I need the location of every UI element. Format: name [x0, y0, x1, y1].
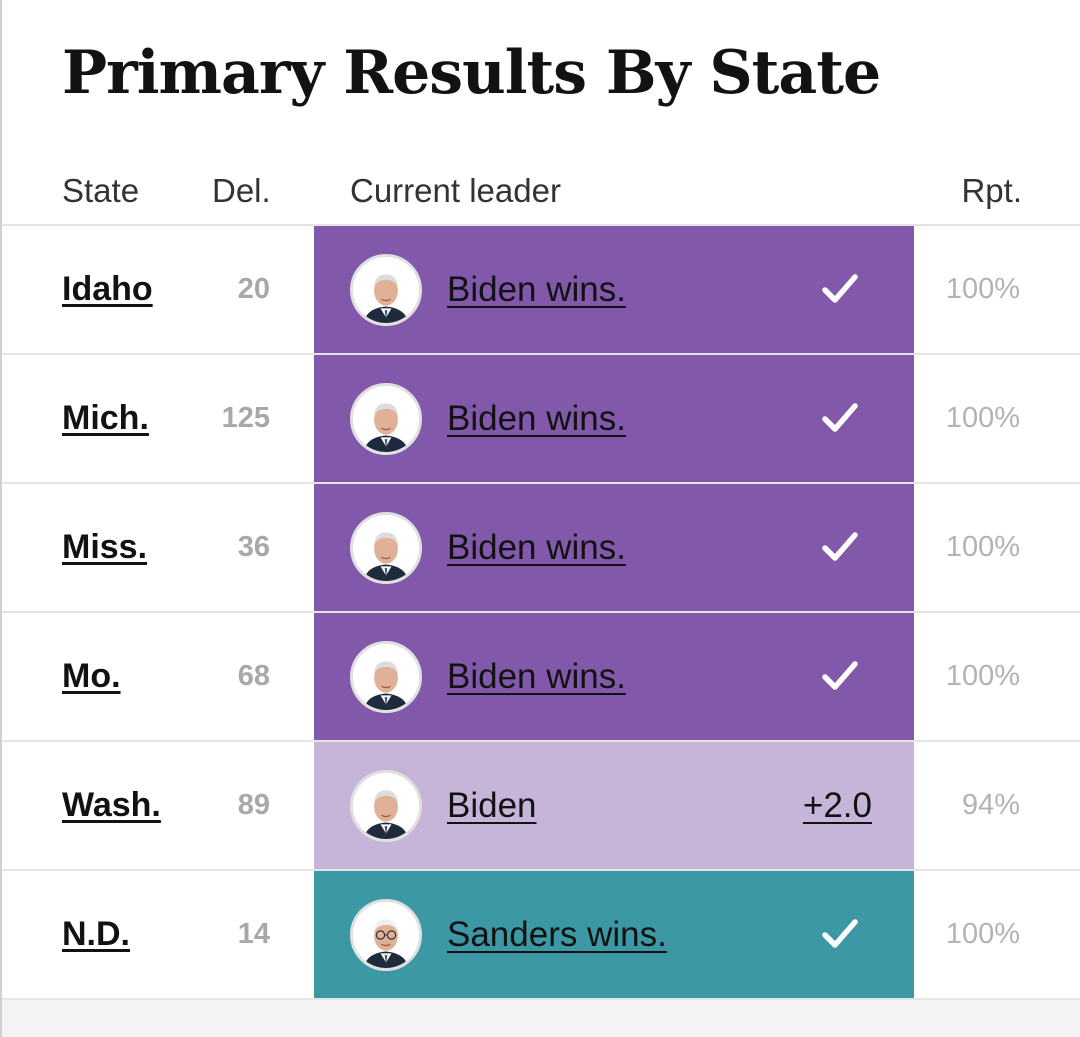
footer-divider [2, 998, 1080, 1037]
margin-link[interactable]: +2.0 [802, 786, 872, 825]
leader-cell: Biden wins. [314, 226, 914, 353]
delegate-count: 20 [237, 273, 270, 305]
reporting-percent: 94% [961, 789, 1020, 821]
leader-cell: Biden +2.0 [314, 742, 914, 869]
column-header-reporting: Rpt. [961, 172, 1022, 209]
leader-link[interactable]: Biden wins. [447, 657, 626, 696]
leader-link[interactable]: Biden wins. [447, 270, 626, 309]
leader-link[interactable]: Biden [447, 786, 537, 825]
leader-link[interactable]: Sanders wins. [447, 915, 667, 954]
leader-link[interactable]: Biden wins. [447, 528, 626, 567]
table-row: Wash. 89 Biden +2.0 94% [2, 740, 1080, 869]
delegate-count: 14 [237, 918, 270, 950]
reporting-percent: 100% [945, 402, 1020, 434]
delegate-count: 125 [221, 402, 270, 434]
state-link[interactable]: Mich. [62, 399, 149, 437]
state-link[interactable]: Idaho [62, 270, 153, 308]
leader-cell: Biden wins. [314, 613, 914, 740]
state-link[interactable]: N.D. [62, 915, 130, 953]
candidate-avatar [350, 512, 422, 584]
results-table: Idaho 20 Biden wins. 100% Mich. 125 Biden wins… [2, 224, 1080, 998]
column-header-state: State [62, 172, 140, 209]
state-link[interactable]: Miss. [62, 528, 148, 566]
reporting-percent: 100% [945, 660, 1020, 692]
candidate-avatar [350, 770, 422, 842]
leader-link[interactable]: Biden wins. [447, 399, 626, 438]
delegate-count: 89 [237, 789, 270, 821]
table-row: Mich. 125 Biden wins. 100% [2, 353, 1080, 482]
candidate-avatar [350, 899, 422, 971]
reporting-percent: 100% [945, 531, 1020, 563]
table-row: Idaho 20 Biden wins. 100% [2, 224, 1080, 353]
page-title: Primary Results By State [62, 38, 881, 108]
state-link[interactable]: Wash. [62, 786, 161, 824]
state-link[interactable]: Mo. [62, 657, 121, 695]
check-icon [822, 401, 858, 435]
check-icon [822, 659, 858, 693]
table-row: N.D. 14 Sanders wins. 100% [2, 869, 1080, 998]
leader-cell: Biden wins. [314, 355, 914, 482]
leader-cell: Sanders wins. [314, 871, 914, 998]
candidate-avatar [350, 641, 422, 713]
delegate-count: 68 [237, 660, 270, 692]
delegate-count: 36 [237, 531, 270, 563]
reporting-percent: 100% [945, 273, 1020, 305]
check-icon [822, 272, 858, 306]
column-header-delegates: Del. [212, 172, 271, 209]
candidate-avatar [350, 254, 422, 326]
check-icon [822, 530, 858, 564]
column-header-leader: Current leader [350, 172, 561, 209]
table-header: State Del. Current leader Rpt. [2, 160, 1080, 224]
table-row: Miss. 36 Biden wins. 100% [2, 482, 1080, 611]
leader-cell: Biden wins. [314, 484, 914, 611]
reporting-percent: 100% [945, 918, 1020, 950]
candidate-avatar [350, 383, 422, 455]
check-icon [822, 917, 858, 951]
table-row: Mo. 68 Biden wins. 100% [2, 611, 1080, 740]
